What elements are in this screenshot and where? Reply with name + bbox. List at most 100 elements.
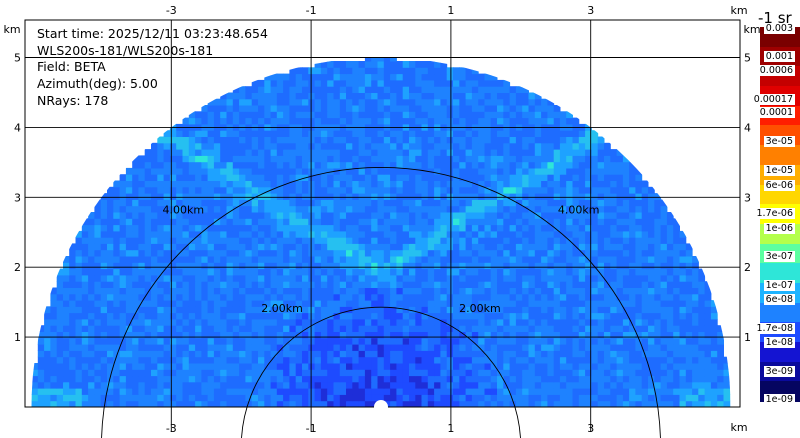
heat-cell bbox=[107, 375, 114, 383]
heat-cell bbox=[383, 155, 391, 163]
heat-cell bbox=[201, 381, 209, 389]
heat-cell bbox=[478, 136, 485, 144]
heat-cell bbox=[213, 369, 221, 377]
heat-cell bbox=[113, 394, 121, 402]
heat-cell bbox=[358, 61, 366, 68]
heat-cell bbox=[94, 381, 102, 389]
heat-cell bbox=[276, 230, 284, 238]
heat-cell bbox=[320, 205, 328, 213]
heat-cell bbox=[522, 268, 529, 276]
heat-cell bbox=[339, 142, 347, 150]
heat-cell bbox=[415, 130, 423, 137]
heat-cell bbox=[302, 205, 309, 213]
heat-cell bbox=[207, 205, 215, 213]
heat-cell bbox=[302, 149, 309, 156]
heat-cell bbox=[679, 230, 687, 238]
heat-cell bbox=[31, 363, 39, 370]
heat-cell bbox=[534, 293, 542, 301]
heat-cell bbox=[169, 180, 177, 188]
heat-cell bbox=[402, 142, 410, 150]
heat-cell bbox=[295, 174, 303, 181]
heat-cell bbox=[465, 105, 473, 112]
heat-cell bbox=[232, 199, 240, 207]
heat-cell bbox=[390, 300, 397, 307]
heat-cell bbox=[591, 256, 599, 263]
heat-cell bbox=[258, 312, 265, 320]
heat-cell bbox=[144, 381, 152, 389]
heat-cell bbox=[352, 375, 360, 383]
heat-cell bbox=[578, 293, 586, 301]
heat-cell bbox=[138, 268, 146, 276]
heat-cell bbox=[94, 344, 102, 351]
heat-cell bbox=[201, 237, 209, 244]
heat-cell bbox=[258, 274, 265, 282]
heat-cell bbox=[459, 230, 467, 238]
heat-cell bbox=[541, 230, 548, 238]
heat-cell bbox=[453, 142, 460, 150]
heat-cell bbox=[308, 369, 316, 377]
heat-cell bbox=[346, 149, 353, 156]
heat-cell bbox=[232, 230, 240, 238]
heat-cell bbox=[207, 243, 215, 251]
heat-cell bbox=[490, 167, 498, 175]
heat-cell bbox=[314, 224, 322, 232]
heat-cell bbox=[629, 256, 636, 263]
heat-cell bbox=[151, 287, 158, 295]
heat-cell bbox=[666, 287, 674, 295]
heat-cell bbox=[685, 256, 693, 263]
heat-cell bbox=[654, 337, 662, 345]
heat-cell bbox=[522, 167, 529, 175]
heat-cell bbox=[132, 293, 139, 301]
heat-cell bbox=[188, 149, 196, 156]
heat-cell bbox=[622, 375, 630, 383]
heat-cell bbox=[377, 199, 385, 207]
heat-cell bbox=[478, 394, 485, 402]
heat-cell bbox=[144, 243, 152, 251]
heat-cell bbox=[352, 117, 360, 125]
heat-cell bbox=[270, 218, 278, 226]
heat-cell bbox=[302, 300, 309, 307]
heat-cell bbox=[308, 312, 316, 320]
heat-cell bbox=[364, 57, 372, 62]
heat-cell bbox=[188, 111, 196, 119]
heat-cell bbox=[635, 300, 643, 307]
heat-cell bbox=[402, 375, 410, 383]
heat-cell bbox=[169, 300, 177, 307]
heat-cell bbox=[302, 350, 309, 358]
heat-cell bbox=[107, 268, 114, 276]
heat-cell bbox=[251, 86, 259, 93]
heat-cell bbox=[220, 400, 227, 407]
heat-cell bbox=[566, 337, 573, 345]
heat-cell bbox=[390, 318, 397, 326]
heat-cell bbox=[232, 130, 240, 137]
heat-cell bbox=[182, 256, 190, 263]
heat-cell bbox=[81, 281, 89, 288]
heat-cell bbox=[251, 287, 259, 295]
heat-cell bbox=[528, 218, 536, 226]
heat-cell bbox=[541, 136, 548, 144]
heat-cell bbox=[478, 312, 485, 320]
heat-cell bbox=[270, 394, 278, 402]
heat-cell bbox=[515, 237, 523, 244]
heat-cell bbox=[364, 268, 372, 276]
x-tick-label: 1 bbox=[447, 4, 454, 17]
heat-cell bbox=[490, 174, 498, 181]
heat-cell bbox=[113, 268, 121, 276]
heat-cell bbox=[88, 249, 95, 257]
heat-cell bbox=[710, 363, 718, 370]
heat-cell bbox=[314, 186, 322, 194]
heat-cell bbox=[541, 174, 548, 181]
heat-cell bbox=[251, 281, 259, 288]
heat-cell bbox=[276, 369, 284, 377]
heat-cell bbox=[295, 388, 303, 395]
heat-cell bbox=[119, 243, 127, 251]
heat-cell bbox=[641, 388, 649, 395]
heat-cell bbox=[559, 262, 567, 270]
heat-cell bbox=[125, 180, 133, 188]
heat-cell bbox=[88, 306, 95, 314]
heat-cell bbox=[333, 318, 341, 326]
heat-cell bbox=[358, 375, 366, 383]
heat-cell bbox=[364, 92, 372, 100]
heat-cell bbox=[654, 331, 662, 339]
heat-cell bbox=[490, 111, 498, 119]
